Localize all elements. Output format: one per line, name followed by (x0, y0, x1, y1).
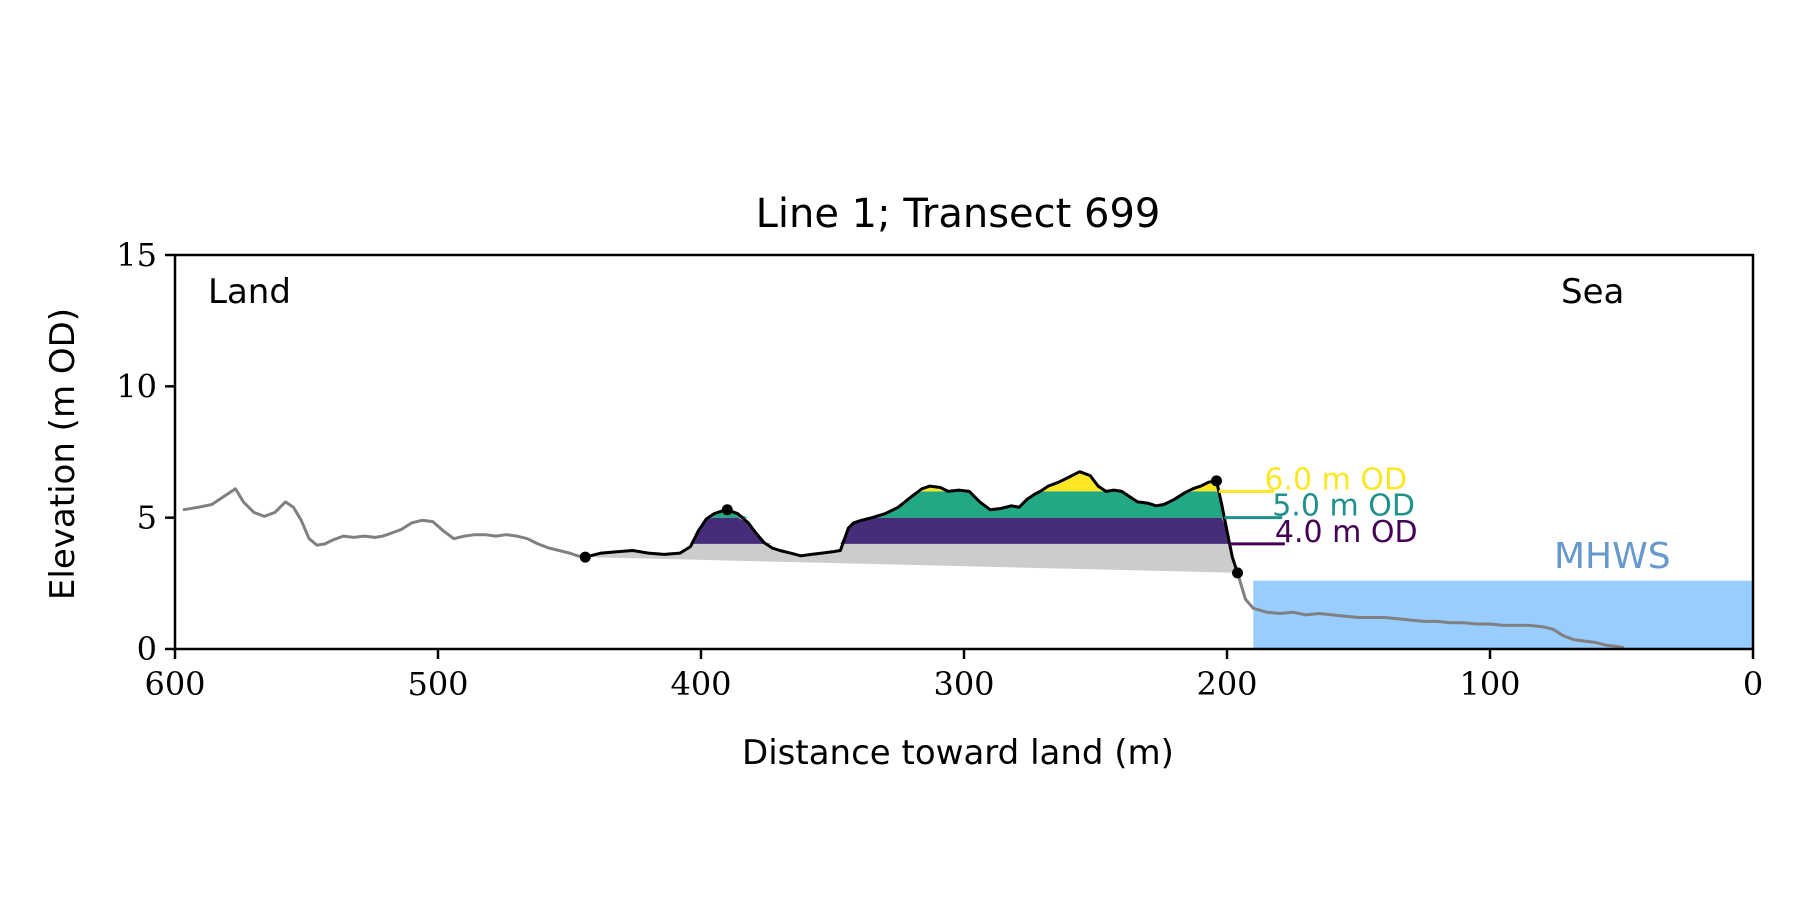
y-tick-label-0: 0 (137, 630, 157, 668)
y-axis-label: Elevation (m OD) (43, 308, 83, 600)
axes: 600 500 400 300 200 100 0 0 5 10 15 (116, 236, 1763, 703)
land-label: Land (208, 272, 291, 312)
level-label-5: 5.0 m OD (1272, 489, 1415, 524)
y-tick-label-5: 5 (137, 499, 157, 537)
key-point-3 (1210, 475, 1222, 487)
level-label-4: 4.0 m OD (1275, 515, 1418, 550)
x-tick-label-0: 0 (1743, 665, 1763, 703)
y-tick-label-15: 15 (116, 236, 157, 274)
x-axis-label: Distance toward land (m) (742, 733, 1174, 773)
level-label-6: 6.0 m OD (1264, 462, 1407, 497)
fill-layer (585, 471, 1753, 649)
chart-title: Line 1; Transect 699 (756, 191, 1161, 237)
x-tick-label-500: 500 (407, 665, 468, 703)
x-tick-label-400: 400 (670, 665, 731, 703)
landward-profile-line (182, 487, 586, 559)
x-tick-label-100: 100 (1459, 665, 1520, 703)
band-above-6 (918, 471, 1219, 492)
line-layer (182, 470, 1625, 650)
mhws-label: MHWS (1554, 536, 1671, 577)
key-point-4 (1232, 567, 1244, 579)
band-5-to-6 (585, 491, 1225, 518)
beach-profile-line (1236, 572, 1625, 650)
y-tick-label-10: 10 (116, 367, 157, 405)
x-tick-label-300: 300 (933, 665, 994, 703)
sea-label: Sea (1561, 272, 1624, 312)
x-tick-label-200: 200 (1196, 665, 1257, 703)
key-point-2 (721, 504, 733, 516)
band-4-to-5 (585, 517, 1230, 544)
x-tick-label-600: 600 (144, 665, 205, 703)
level-layer: 6.0 m OD5.0 m OD4.0 m OD (1218, 462, 1418, 550)
key-point-1 (579, 551, 591, 563)
